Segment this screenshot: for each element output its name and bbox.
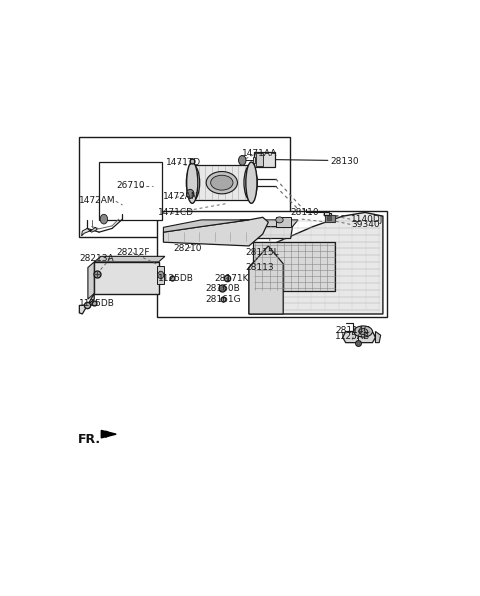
Polygon shape [79, 294, 94, 314]
Bar [256, 153, 263, 166]
Polygon shape [343, 331, 375, 343]
Text: 28210: 28210 [173, 244, 202, 253]
Text: 1471CD: 1471CD [157, 209, 193, 218]
Text: 1472AM: 1472AM [79, 196, 116, 205]
Text: 28110: 28110 [290, 208, 319, 217]
Text: 1471AA: 1471AA [241, 149, 277, 158]
Polygon shape [375, 331, 381, 343]
Bar [252, 157, 255, 163]
Text: 1125AB: 1125AB [335, 332, 371, 341]
Text: 1472AN: 1472AN [163, 193, 199, 201]
Polygon shape [234, 226, 292, 238]
Text: 28160B: 28160B [206, 284, 240, 293]
Polygon shape [324, 213, 332, 220]
Text: FR.: FR. [78, 433, 101, 446]
Text: 28114C: 28114C [335, 326, 370, 335]
Ellipse shape [246, 162, 257, 203]
Polygon shape [94, 256, 165, 262]
Text: 1471TD: 1471TD [166, 158, 201, 167]
Text: 39340: 39340 [351, 220, 380, 229]
Polygon shape [82, 227, 97, 236]
Bar [276, 218, 290, 226]
Polygon shape [101, 430, 116, 438]
Text: 28212F: 28212F [117, 248, 150, 257]
Ellipse shape [187, 162, 198, 203]
Bar [157, 266, 164, 284]
Bar [325, 215, 335, 222]
Ellipse shape [211, 175, 233, 190]
Text: 28115L: 28115L [245, 248, 279, 257]
Ellipse shape [158, 271, 164, 279]
Bar [254, 152, 275, 167]
Bar [327, 216, 331, 220]
Polygon shape [249, 212, 383, 314]
Bar [324, 212, 329, 215]
Text: 26710: 26710 [117, 181, 145, 190]
Text: 1125DB: 1125DB [157, 274, 193, 283]
Ellipse shape [359, 328, 368, 334]
Ellipse shape [244, 165, 257, 200]
Text: 28130: 28130 [331, 157, 360, 166]
Polygon shape [249, 246, 283, 314]
Polygon shape [236, 220, 298, 226]
Ellipse shape [276, 217, 283, 223]
Ellipse shape [206, 172, 238, 194]
Polygon shape [193, 165, 251, 200]
Polygon shape [163, 218, 268, 246]
Text: 1125DB: 1125DB [79, 299, 115, 308]
Bar [253, 242, 335, 291]
Bar [99, 162, 162, 220]
Text: 28161G: 28161G [206, 295, 241, 304]
Ellipse shape [354, 326, 372, 337]
Ellipse shape [186, 190, 194, 198]
Polygon shape [94, 262, 158, 294]
Ellipse shape [239, 156, 246, 165]
Polygon shape [88, 262, 94, 299]
Ellipse shape [186, 165, 200, 200]
Bar [79, 136, 290, 237]
Bar [157, 211, 386, 316]
Polygon shape [163, 220, 249, 232]
Ellipse shape [100, 215, 108, 224]
Text: 28113: 28113 [245, 263, 274, 272]
Text: 28171K: 28171K [215, 274, 249, 283]
Text: 28213A: 28213A [79, 254, 114, 263]
Text: 1140DJ: 1140DJ [351, 215, 383, 224]
